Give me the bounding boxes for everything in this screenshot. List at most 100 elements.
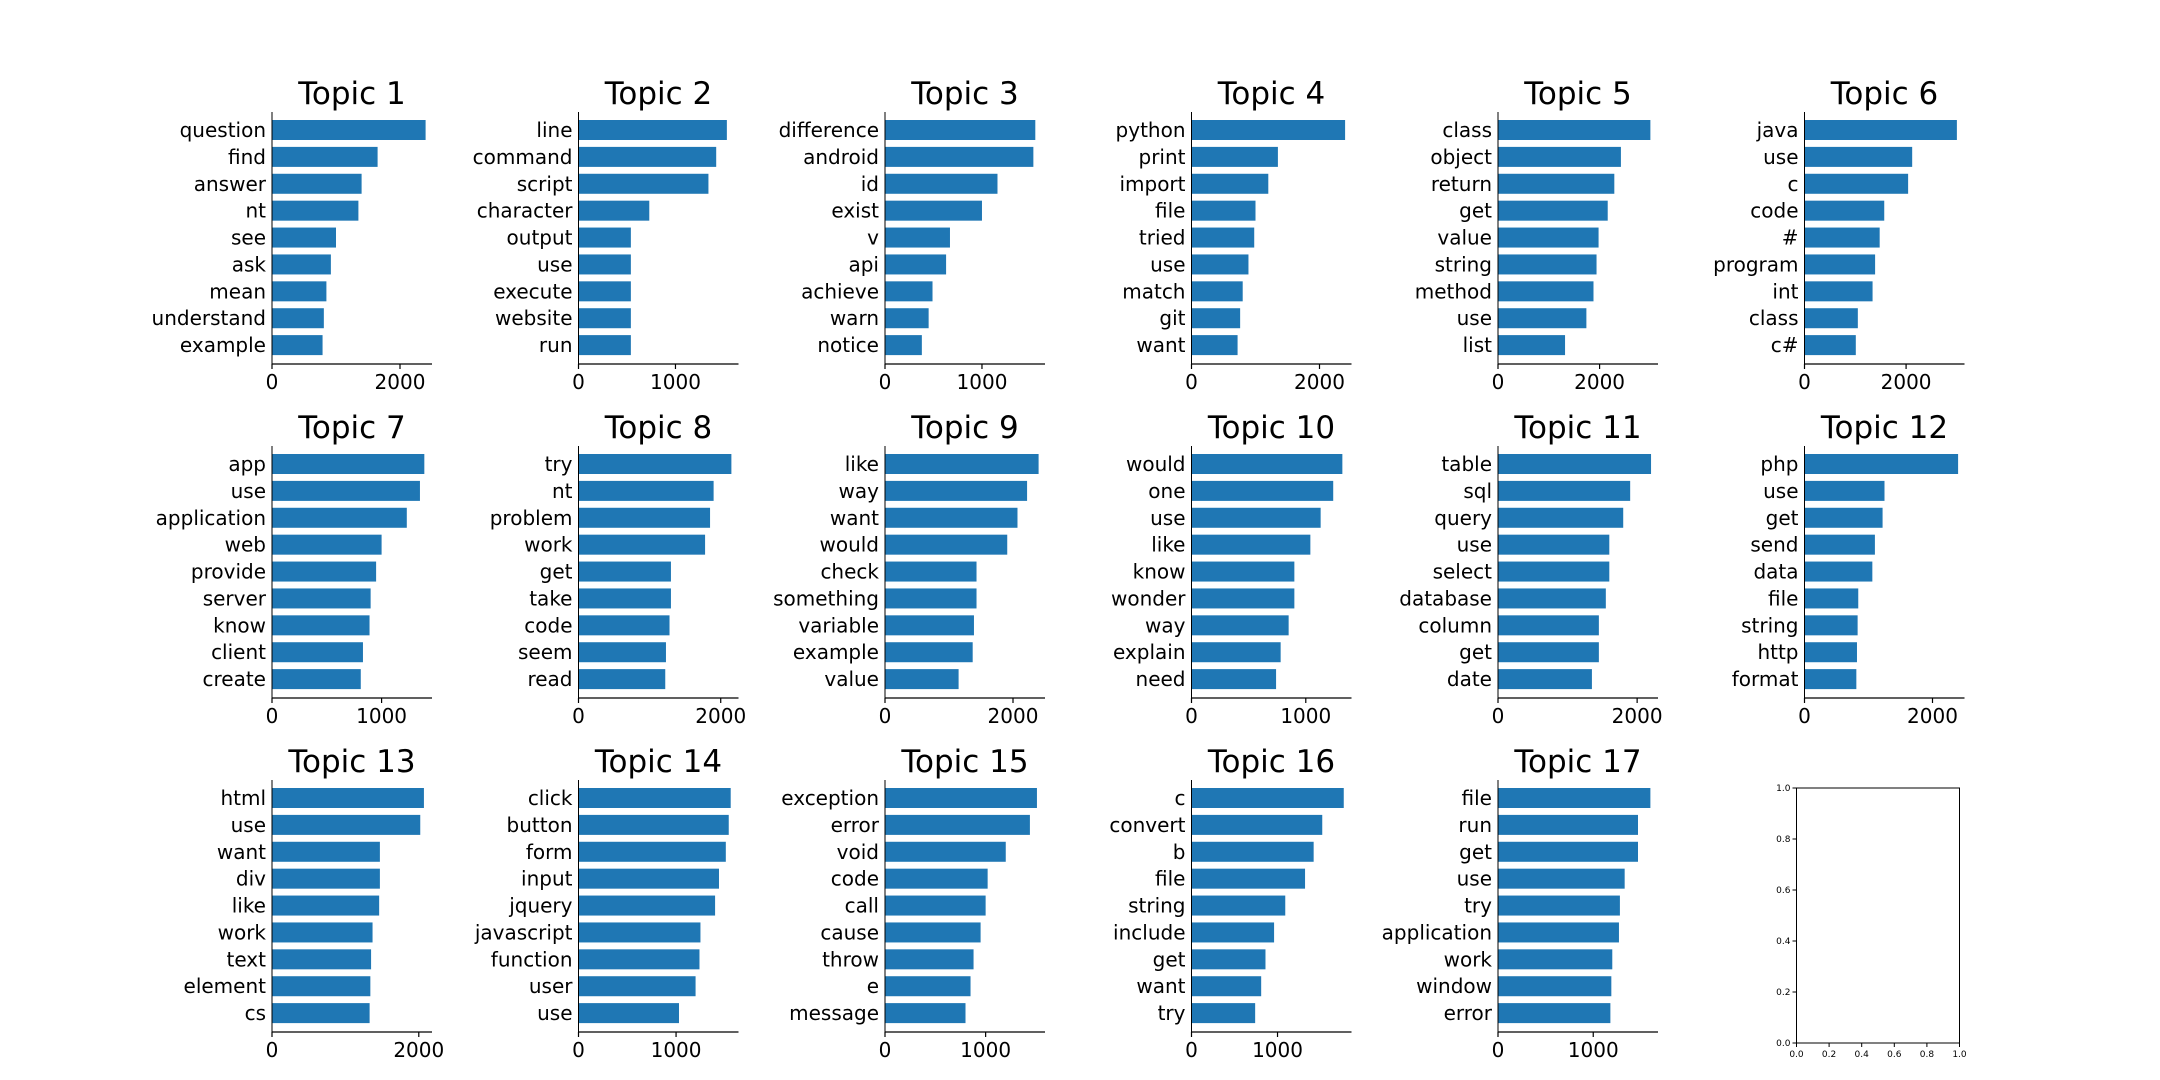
- bar: [1191, 949, 1266, 970]
- category-label: get: [1459, 199, 1492, 223]
- category-label: command: [473, 145, 573, 169]
- category-label: try: [1464, 894, 1492, 918]
- category-label: get: [1153, 947, 1186, 971]
- bar: [272, 146, 378, 167]
- category-label: method: [1415, 279, 1492, 303]
- bar: [1191, 922, 1275, 943]
- bar: [1498, 588, 1606, 609]
- bar: [885, 480, 1028, 501]
- category-label: function: [491, 947, 573, 971]
- subplot-title: Topic 15: [900, 744, 1028, 780]
- category-label: get: [1459, 640, 1492, 664]
- category-label: know: [213, 613, 266, 637]
- category-label: table: [1441, 452, 1492, 476]
- x-tick-label: 0.4: [1855, 1050, 1870, 1060]
- x-tick-label: 0: [1798, 704, 1811, 728]
- category-label: get: [540, 560, 573, 584]
- bar: [578, 895, 716, 916]
- subplot: Topic 2 line command script character outputu…: [473, 76, 739, 394]
- bar: [272, 507, 407, 528]
- bar: [272, 120, 426, 140]
- bar: [272, 454, 425, 474]
- category-label: convert: [1109, 813, 1185, 837]
- bar: [1498, 454, 1652, 474]
- bar: [578, 642, 666, 663]
- bar: [1191, 254, 1249, 275]
- bar: [578, 1003, 679, 1024]
- y-tick-label: 0.4: [1776, 937, 1791, 947]
- bar: [885, 200, 982, 221]
- bar: [578, 534, 706, 555]
- subplot-title: Topic 9: [910, 410, 1019, 446]
- x-tick-label: 1000: [356, 704, 407, 728]
- bar: [885, 173, 998, 194]
- category-label: understand: [152, 306, 266, 330]
- bar: [578, 227, 631, 248]
- category-label: would: [819, 533, 879, 557]
- bar: [272, 254, 331, 275]
- subplot-title: Topic 14: [594, 744, 722, 780]
- category-label: use: [1457, 533, 1492, 557]
- bar: [1191, 507, 1321, 528]
- category-label: way: [1145, 613, 1186, 637]
- bar: [578, 308, 631, 329]
- category-label: website: [495, 306, 572, 330]
- category-label: #: [1782, 226, 1799, 250]
- category-label: date: [1447, 667, 1492, 691]
- category-label: file: [1462, 786, 1492, 810]
- category-label: form: [526, 840, 573, 864]
- category-label: include: [1113, 920, 1185, 944]
- category-label: like: [232, 894, 266, 918]
- bar: [885, 335, 922, 356]
- category-label: print: [1139, 145, 1186, 169]
- bar: [1804, 120, 1957, 140]
- category-label: want: [1136, 333, 1185, 357]
- category-label: id: [861, 172, 879, 196]
- category-label: query: [1434, 506, 1492, 530]
- bar: [272, 788, 424, 808]
- category-label: get: [1459, 840, 1492, 864]
- bar: [885, 922, 981, 943]
- bar: [1498, 507, 1624, 528]
- bar: [272, 308, 324, 329]
- category-label: line: [536, 118, 572, 142]
- bar: [272, 561, 377, 582]
- category-label: warn: [830, 306, 879, 330]
- bar: [885, 814, 1030, 835]
- category-label: see: [231, 226, 266, 250]
- category-label: send: [1750, 533, 1798, 557]
- bar: [1498, 335, 1566, 356]
- category-label: mean: [209, 279, 266, 303]
- category-label: string: [1741, 613, 1798, 637]
- bar: [885, 588, 977, 609]
- bar: [885, 642, 973, 663]
- category-label: column: [1418, 613, 1492, 637]
- subplot-title: Topic 13: [287, 744, 415, 780]
- category-label: value: [824, 667, 879, 691]
- x-tick-label: 0.0: [1789, 1050, 1804, 1060]
- category-label: api: [848, 252, 879, 276]
- x-tick-label: 1000: [651, 1038, 702, 1062]
- category-label: object: [1430, 145, 1492, 169]
- category-label: use: [1457, 306, 1492, 330]
- category-label: format: [1732, 667, 1799, 691]
- bar: [1191, 868, 1306, 889]
- category-label: script: [517, 172, 573, 196]
- bar: [1498, 480, 1631, 501]
- x-tick-label: 2000: [1294, 370, 1345, 394]
- bar: [1191, 669, 1277, 690]
- subplot-title: Topic 16: [1207, 744, 1335, 780]
- bar: [1191, 534, 1311, 555]
- bar: [1804, 200, 1885, 221]
- bar: [1804, 308, 1858, 329]
- category-label: create: [203, 667, 267, 691]
- category-label: list: [1463, 333, 1493, 357]
- bar: [272, 227, 336, 248]
- bar: [1498, 120, 1651, 140]
- bar: [1804, 642, 1857, 663]
- category-label: example: [793, 640, 879, 664]
